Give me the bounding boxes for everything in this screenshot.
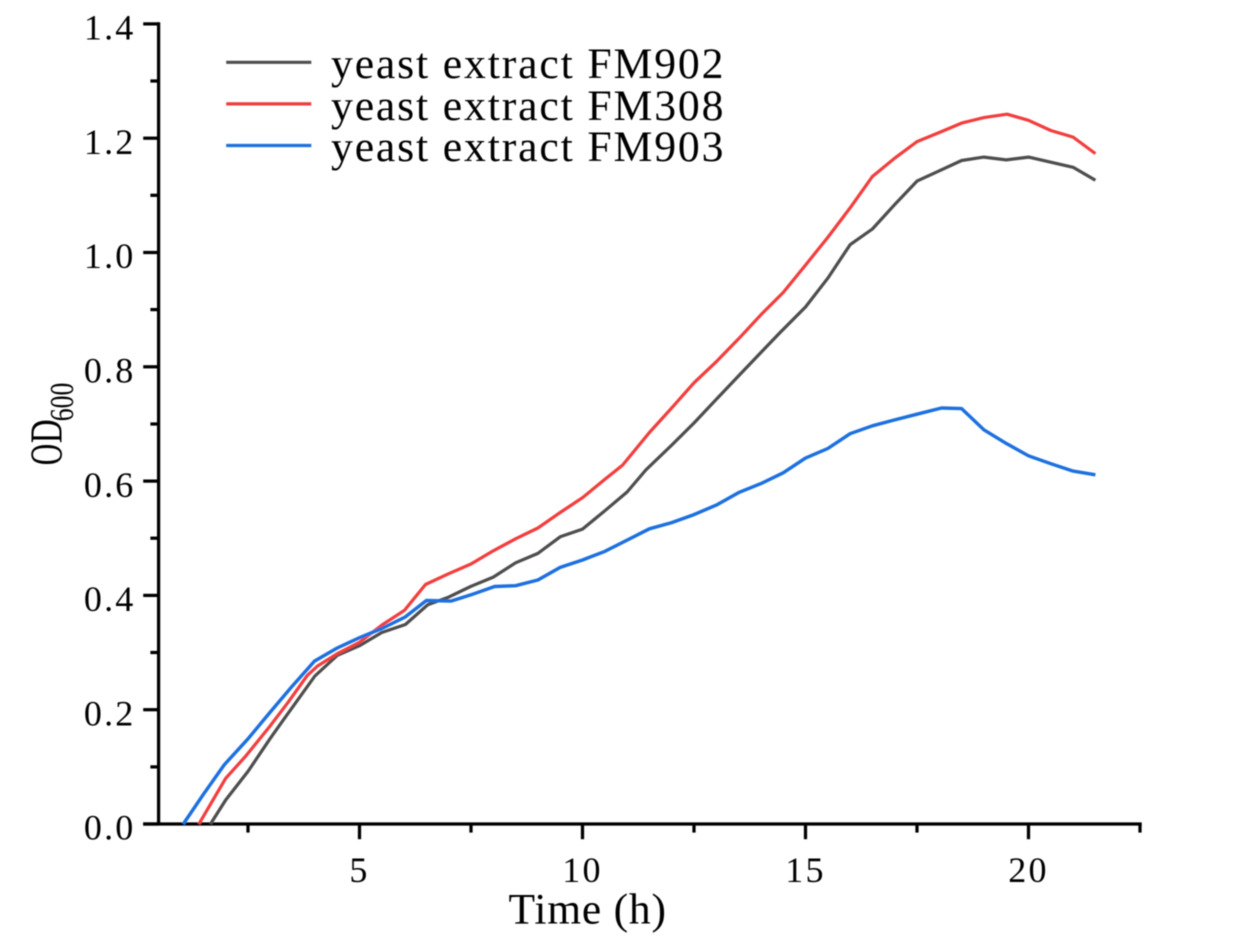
svg-text:600: 600 bbox=[44, 383, 81, 422]
svg-text:yeast extract FM903: yeast extract FM903 bbox=[331, 123, 725, 171]
svg-text:0.0: 0.0 bbox=[84, 808, 136, 848]
svg-text:Time (h): Time (h) bbox=[509, 886, 667, 934]
svg-text:yeast extract FM902: yeast extract FM902 bbox=[331, 40, 725, 88]
svg-text:20: 20 bbox=[1008, 850, 1048, 890]
svg-text:5: 5 bbox=[349, 850, 369, 890]
svg-text:0.4: 0.4 bbox=[84, 579, 136, 619]
svg-text:1.2: 1.2 bbox=[84, 122, 136, 162]
svg-text:O: O bbox=[20, 444, 71, 466]
svg-text:1.0: 1.0 bbox=[84, 236, 136, 276]
svg-text:15: 15 bbox=[785, 850, 825, 890]
svg-text:yeast extract FM308: yeast extract FM308 bbox=[331, 82, 725, 130]
svg-text:0.8: 0.8 bbox=[84, 351, 136, 391]
svg-text:D: D bbox=[20, 419, 71, 443]
svg-text:0.6: 0.6 bbox=[84, 465, 136, 505]
svg-text:1.4: 1.4 bbox=[84, 8, 136, 48]
svg-text:10: 10 bbox=[562, 850, 602, 890]
svg-text:0.2: 0.2 bbox=[84, 693, 136, 733]
